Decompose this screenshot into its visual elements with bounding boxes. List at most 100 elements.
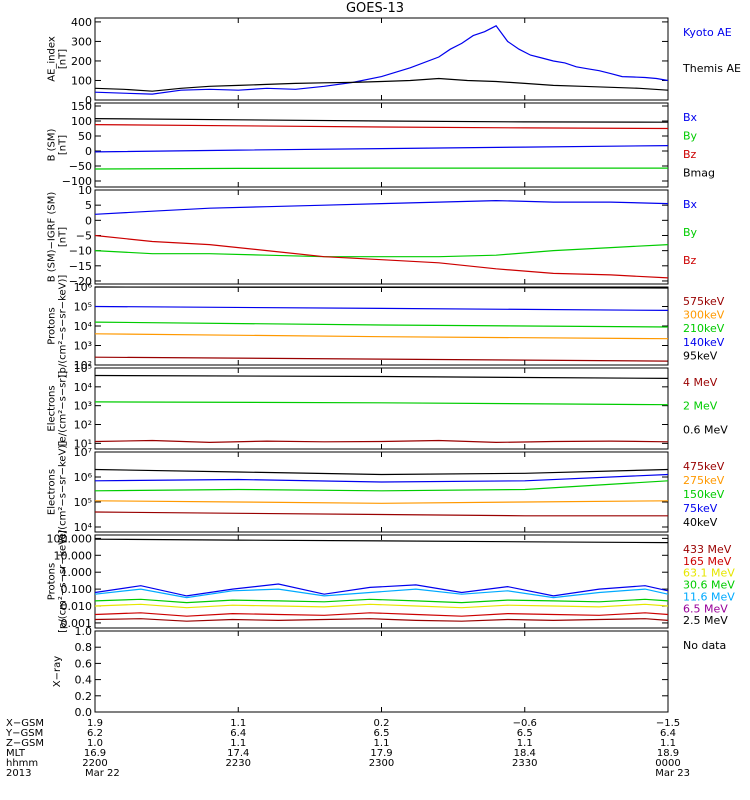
y-axis-label: [nT] bbox=[58, 49, 69, 69]
x-tick-value: 1.1 bbox=[230, 718, 246, 729]
series-line-Bx bbox=[94, 199, 669, 215]
y-tick-label: 100.000 bbox=[47, 532, 93, 545]
y-tick-label: 10⁵ bbox=[74, 496, 92, 509]
panel-frame bbox=[94, 102, 669, 188]
y-tick-label: 10⁶ bbox=[74, 281, 93, 294]
y-tick-label: 10⁴ bbox=[74, 521, 93, 534]
y-axis-label: [p/(cm²−s−sr−keV)] bbox=[58, 530, 69, 633]
series-line-140keV bbox=[94, 305, 669, 311]
legend-item: 433 MeV bbox=[683, 543, 732, 556]
series-line-4-MeV bbox=[94, 439, 669, 444]
series-line-Themis-AE bbox=[94, 77, 669, 92]
legend-item: 11.6 MeV bbox=[683, 590, 735, 603]
x-tick-value: 18.9 bbox=[657, 748, 679, 759]
legend-item: 2 MeV bbox=[683, 400, 718, 413]
y-axis-label: B (SM)−IGRF (SM) bbox=[47, 192, 58, 283]
x-tick-value: Mar 22 bbox=[85, 768, 120, 779]
y-axis-label: [nT] bbox=[58, 227, 69, 247]
y-tick-label: 0.001 bbox=[61, 617, 93, 630]
legend-item: No data bbox=[683, 639, 726, 652]
panel-frame bbox=[94, 534, 669, 629]
x-tick-value: 6.4 bbox=[230, 728, 246, 739]
series-line-Kyoto-AE bbox=[94, 25, 669, 95]
series-line-By bbox=[94, 244, 669, 258]
legend-item: By bbox=[683, 130, 698, 143]
x-tick-value: 17.4 bbox=[227, 748, 249, 759]
legend-item: 40keV bbox=[683, 516, 718, 529]
series-line-By bbox=[94, 167, 668, 170]
legend-item: Bz bbox=[683, 254, 697, 267]
panel-frame bbox=[94, 451, 669, 533]
y-tick-label: 10⁴ bbox=[74, 320, 93, 333]
legend-item: 2.5 MeV bbox=[683, 614, 728, 627]
y-tick-label: 10.000 bbox=[54, 549, 93, 562]
series-line-Bx bbox=[94, 145, 669, 153]
x-tick-value: 1.0 bbox=[87, 738, 103, 749]
legend-item: Bx bbox=[683, 111, 698, 124]
legend-item: 210keV bbox=[683, 322, 725, 335]
series-line-75keV bbox=[94, 473, 669, 483]
series-line-63.1-MeV bbox=[94, 603, 669, 609]
x-tick-value: 0.2 bbox=[374, 718, 390, 729]
y-tick-label: 50 bbox=[78, 130, 92, 143]
series-line-165-MeV bbox=[94, 612, 669, 617]
y-tick-label: −100 bbox=[62, 175, 92, 188]
legend-item: 30.6 MeV bbox=[683, 579, 735, 592]
y-tick-label: 100 bbox=[71, 74, 92, 87]
y-axis-label: Electrons bbox=[47, 385, 58, 431]
x-tick-value: 2330 bbox=[512, 758, 537, 769]
legend-item: 4 MeV bbox=[683, 376, 718, 389]
x-row-label: hhmm bbox=[6, 758, 38, 769]
x-tick-value: 1.1 bbox=[517, 738, 533, 749]
legend-item: 300keV bbox=[683, 309, 725, 322]
x-tick-value: 0000 bbox=[655, 758, 680, 769]
series-line-575keV bbox=[94, 356, 669, 362]
legend-item: Themis AE bbox=[682, 62, 741, 75]
y-tick-label: 10⁶ bbox=[74, 471, 93, 484]
series-line-6.5-MeV bbox=[94, 583, 669, 597]
y-tick-label: 0 bbox=[85, 94, 92, 107]
y-tick-label: 0.6 bbox=[75, 657, 93, 670]
series-line-30.6-MeV bbox=[94, 598, 669, 604]
x-tick-value: 1.1 bbox=[230, 738, 246, 749]
series-line-0.6-MeV bbox=[94, 374, 669, 379]
y-tick-label: 10³ bbox=[74, 400, 92, 413]
y-tick-label: 10 bbox=[78, 184, 92, 197]
chart-title: GOES-13 bbox=[345, 1, 404, 16]
x-tick-value: 6.5 bbox=[517, 728, 533, 739]
legend-item: 150keV bbox=[683, 488, 725, 501]
y-axis-label: [nT] bbox=[58, 135, 69, 155]
y-tick-label: −20 bbox=[69, 275, 92, 288]
x-tick-value: 6.5 bbox=[374, 728, 390, 739]
series-line-2-MeV bbox=[94, 401, 669, 406]
y-tick-label: 400 bbox=[71, 16, 92, 29]
y-tick-label: 0 bbox=[85, 214, 92, 227]
y-axis-label: [p/(cm²−s−sr−keV)] bbox=[58, 275, 69, 378]
x-tick-value: −0.6 bbox=[513, 718, 537, 729]
y-axis-label: B (SM) bbox=[47, 128, 58, 161]
y-tick-label: 10² bbox=[74, 359, 92, 372]
y-tick-label: 10³ bbox=[74, 340, 92, 353]
series-line-210keV bbox=[94, 321, 669, 328]
series-line-40keV bbox=[94, 468, 669, 476]
y-tick-label: 150 bbox=[71, 100, 92, 113]
series-line-433-MeV bbox=[94, 618, 669, 622]
x-tick-value: 1.9 bbox=[87, 718, 103, 729]
y-tick-label: −15 bbox=[69, 260, 92, 273]
y-tick-label: 0 bbox=[85, 145, 92, 158]
legend-item: 6.5 MeV bbox=[683, 602, 728, 615]
y-tick-label: 10⁴ bbox=[74, 381, 93, 394]
x-tick-value: 6.2 bbox=[87, 728, 103, 739]
y-tick-label: 10¹ bbox=[74, 437, 92, 450]
legend-item: 63.1 MeV bbox=[683, 567, 735, 580]
legend-item: Bmag bbox=[683, 167, 715, 180]
y-tick-label: 10⁵ bbox=[74, 301, 92, 314]
x-tick-value: −1.5 bbox=[656, 718, 680, 729]
legend-item: 275keV bbox=[683, 474, 725, 487]
y-tick-label: 0.8 bbox=[75, 641, 93, 654]
legend-item: Bx bbox=[683, 198, 698, 211]
y-axis-label: X−ray bbox=[52, 656, 63, 687]
x-tick-value: 2300 bbox=[369, 758, 394, 769]
y-tick-label: 10⁷ bbox=[74, 446, 92, 459]
